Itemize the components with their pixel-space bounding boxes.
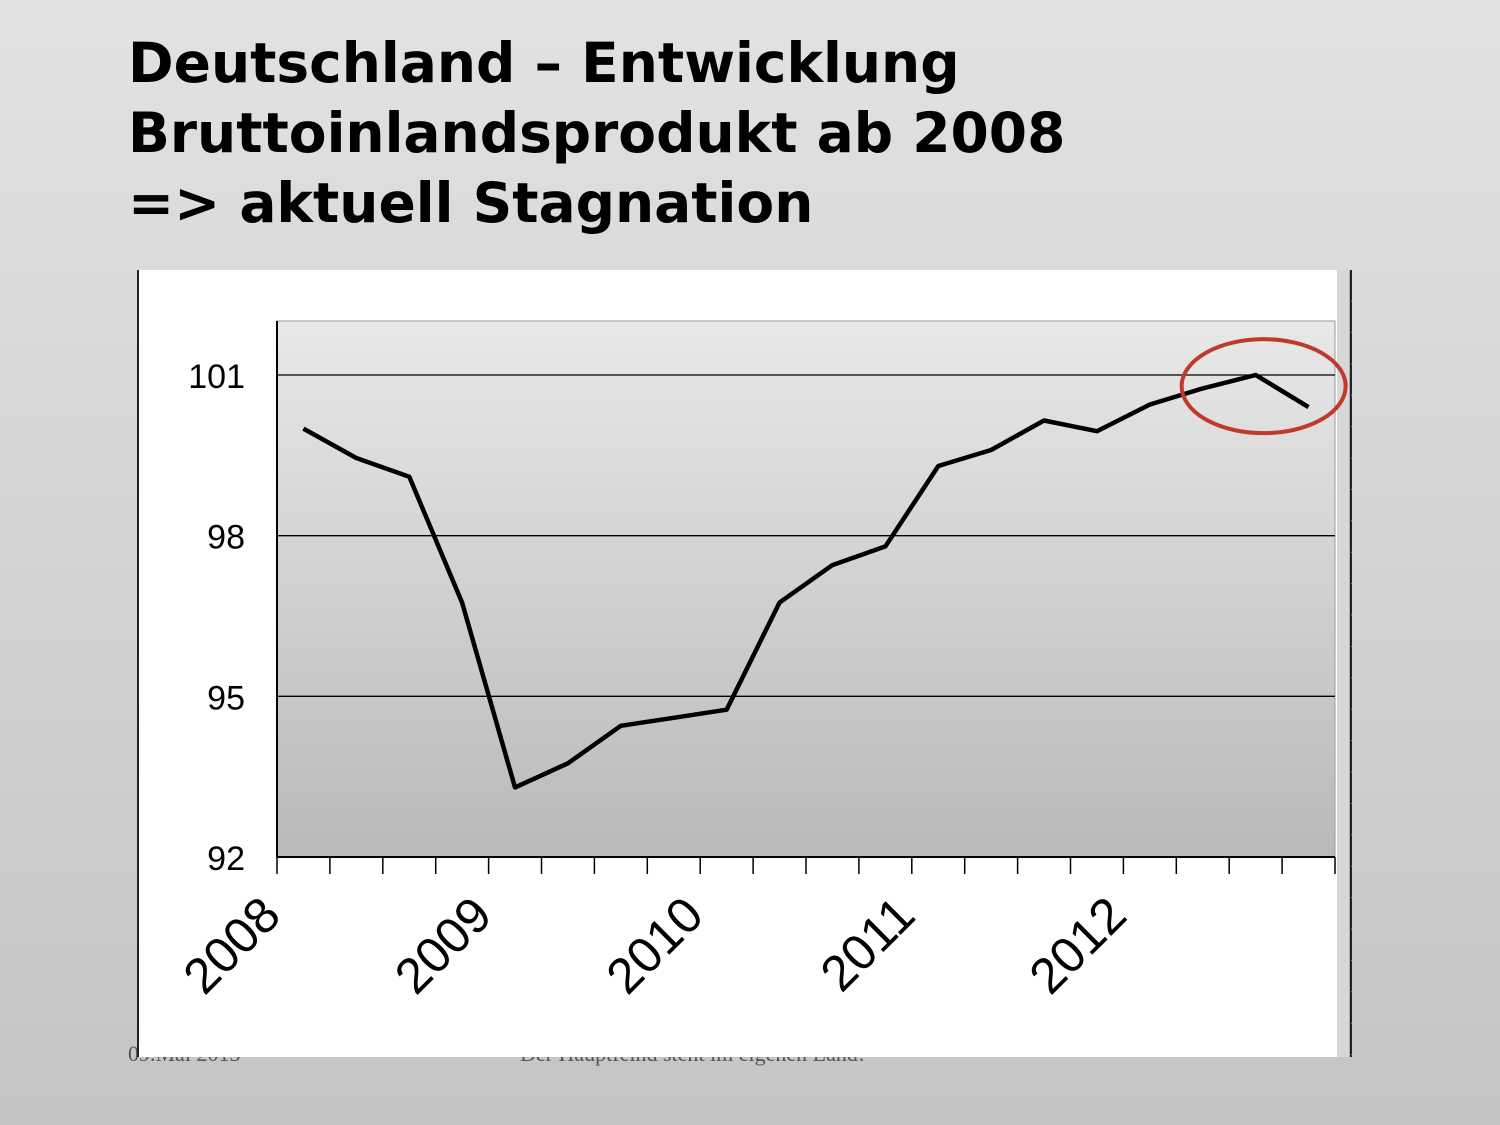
y-tick-label: 92	[207, 840, 245, 878]
title-line-3: => aktuell Stagnation	[128, 171, 814, 235]
slide-title: Deutschland – Entwicklung Bruttoinlandsp…	[128, 28, 1065, 238]
x-tick-label: 2012	[1019, 886, 1137, 1004]
highlight-ellipse	[1179, 337, 1348, 436]
chart-panel: 92 95 98 101 2008 2009 2010 2011 2012	[137, 270, 1352, 1057]
y-tick-label: 95	[207, 679, 245, 717]
y-tick-label: 98	[207, 519, 245, 557]
plot-area	[276, 320, 1336, 858]
side-strip	[1337, 270, 1352, 1057]
series-line	[302, 372, 1310, 790]
gdp-line-chart: 92 95 98 101 2008 2009 2010 2011 2012	[137, 270, 1352, 1057]
x-tick-label: 2009	[384, 886, 502, 1004]
x-tick-label: 2011	[810, 886, 926, 1002]
title-line-1: Deutschland – Entwicklung	[128, 31, 960, 95]
x-tick-label: 2008	[173, 886, 291, 1004]
title-line-2: Bruttoinlandsprodukt ab 2008	[128, 101, 1066, 165]
y-tick-label: 101	[188, 358, 245, 396]
x-tick-label: 2010	[596, 886, 714, 1004]
